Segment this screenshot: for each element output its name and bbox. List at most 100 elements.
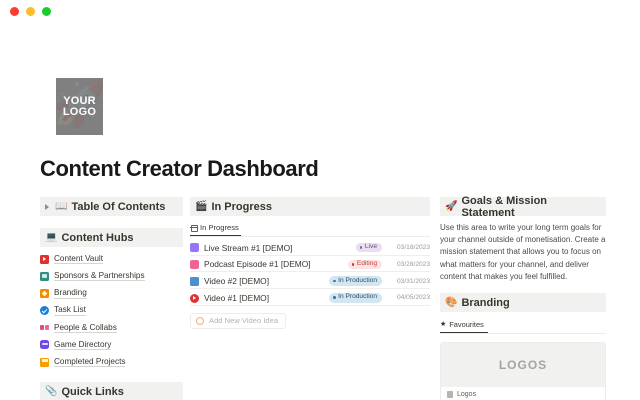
money-card-icon [40,271,49,281]
card-index-icon [40,357,49,367]
status-dot-icon [359,246,363,249]
sidebar-item-label: Task List [54,305,86,316]
goals-header: 🚀 Goals & Mission Statement [440,194,606,219]
status-badge: Live [355,243,382,253]
status-dot-icon [333,279,336,283]
status-label: In Production [338,276,377,284]
status-badge: Editing [347,259,382,270]
sidebar-item-label: Sponsors & Partnerships [54,270,145,282]
status-label: In Production [338,293,377,301]
content-hubs-header: 💻 Content Hubs [40,228,183,247]
card-image: LOGOS [441,343,605,388]
sidebar-item-people-collabs[interactable]: People & Collabs [40,321,183,335]
blue-book-icon [190,276,199,286]
star-icon: ★ [440,321,447,329]
branding-tabbar: ★ Favourites [440,317,606,335]
page-title: Content Creator Dashboard [40,156,319,181]
status-badge: In Production [329,276,382,286]
card-footer: Logos [441,387,605,400]
row-date: 03/18/2023 [396,244,430,252]
memo-pencil-icon [40,288,49,298]
paperclip-icon: 📎 [45,385,58,397]
sidebar-item-game-directory[interactable]: Game Directory [40,338,183,352]
table-row[interactable]: Live Stream #1 [DEMO] Live 03/18/2023 [190,242,430,256]
table-row[interactable]: Podcast Episode #1 [DEMO] Editing 03/28/… [190,259,430,273]
microphone-icon [190,259,199,269]
rocket-icon: 🚀 [445,200,458,212]
row-title: Video #2 [DEMO] [204,276,270,287]
branding-title: Branding [461,296,510,309]
sidebar-item-task-list[interactable]: Task List [40,304,183,318]
table-of-contents-label: Table Of Contents [71,200,166,213]
branding-header: 🎨 Branding [440,293,606,313]
sidebar-item-sponsors[interactable]: Sponsors & Partnerships [40,269,183,283]
clapper-board-icon: 🎬 [195,200,208,212]
row-date: 03/31/2023 [396,277,430,285]
youtube-icon [190,293,199,303]
quick-links-header: 📎 Quick Links [40,382,183,400]
table-of-contents-toggle[interactable]: 📖 Table Of Contents [40,197,183,216]
add-new-video-idea-button[interactable]: Add New Video Idea [190,312,287,330]
row-title: Live Stream #1 [DEMO] [204,242,293,253]
in-progress-panel: 🎬 In Progress In Progress Live Stream #1… [190,197,430,330]
sidebar-item-label: Completed Projects [54,356,126,368]
status-label: Live [364,243,377,251]
sidebar-item-completed-projects[interactable]: Completed Projects [40,355,183,369]
table-row[interactable]: Video #2 [DEMO] In Production 03/31/2023 [190,275,430,289]
tab-in-progress[interactable]: In Progress [190,220,241,236]
game-controller-icon [40,340,49,350]
people-icon [40,323,49,332]
table-row[interactable]: Video #1 [DEMO] In Production 04/05/2023 [190,292,430,306]
in-progress-rows: Live Stream #1 [DEMO] Live 03/18/2023 Po… [190,242,430,306]
orange-circle-icon [196,316,204,325]
artist-palette-icon: 🎨 [445,296,458,308]
branding-card[interactable]: LOGOS Logos [440,342,606,400]
video-camera-icon [40,254,49,264]
row-title: Podcast Episode #1 [DEMO] [204,259,311,270]
zoom-button[interactable] [42,6,51,16]
minimize-button[interactable] [26,6,35,16]
logo-line-1: YOUR [63,94,96,107]
rocket-icon: 🚀 [56,80,103,130]
tab-favourites[interactable]: ★ Favourites [440,317,488,334]
tab-label: Favourites [449,320,484,330]
content-hubs-list: Content Vault Sponsors & Partnerships Br… [40,252,183,369]
window-titlebar [0,0,640,22]
quick-links-title: Quick Links [61,385,124,398]
row-title: Video #1 [DEMO] [204,292,270,303]
page-cover-logo[interactable]: 🚀 YOUR LOGO [56,78,103,135]
sidebar-item-branding[interactable]: Branding [40,286,183,300]
close-button[interactable] [10,6,19,16]
sidebar-item-content-vault[interactable]: Content Vault [40,252,183,266]
add-row-label: Add New Video Idea [209,316,279,326]
in-progress-title: In Progress [211,200,272,213]
mission-statement-text: Use this area to write your long term go… [440,223,606,281]
document-icon [447,391,453,399]
computer-icon: 💻 [45,231,58,243]
left-column: 📖 Table Of Contents 💻 Content Hubs Conte… [40,197,183,400]
tab-label: In Progress [200,223,239,232]
card-caption: Logos [457,391,477,399]
sidebar-item-label: Content Vault [54,253,104,265]
status-badge: In Production [329,293,382,303]
goals-title: Goals & Mission Statement [461,194,548,219]
right-column: 🚀 Goals & Mission Statement Use this are… [440,194,606,400]
content-hubs-title: Content Hubs [61,231,134,244]
logo-line-2: LOGO [62,105,97,118]
list-view-icon [190,224,198,232]
sidebar-item-label: Branding [54,288,87,299]
row-date: 04/05/2023 [396,294,430,302]
chevron-right-icon[interactable] [45,203,49,210]
sidebar-item-label: People & Collabs [54,322,117,333]
in-progress-tabbar: In Progress [190,220,430,237]
status-label: Editing [356,259,377,267]
status-dot-icon [351,262,355,266]
in-progress-header: 🎬 In Progress [190,197,430,216]
open-book-icon: 📖 [55,200,68,212]
status-dot-icon [333,296,336,299]
satellite-antenna-icon [190,243,199,253]
row-date: 03/28/2023 [396,260,430,268]
sidebar-item-label: Game Directory [54,339,112,351]
check-circle-icon [40,306,49,316]
